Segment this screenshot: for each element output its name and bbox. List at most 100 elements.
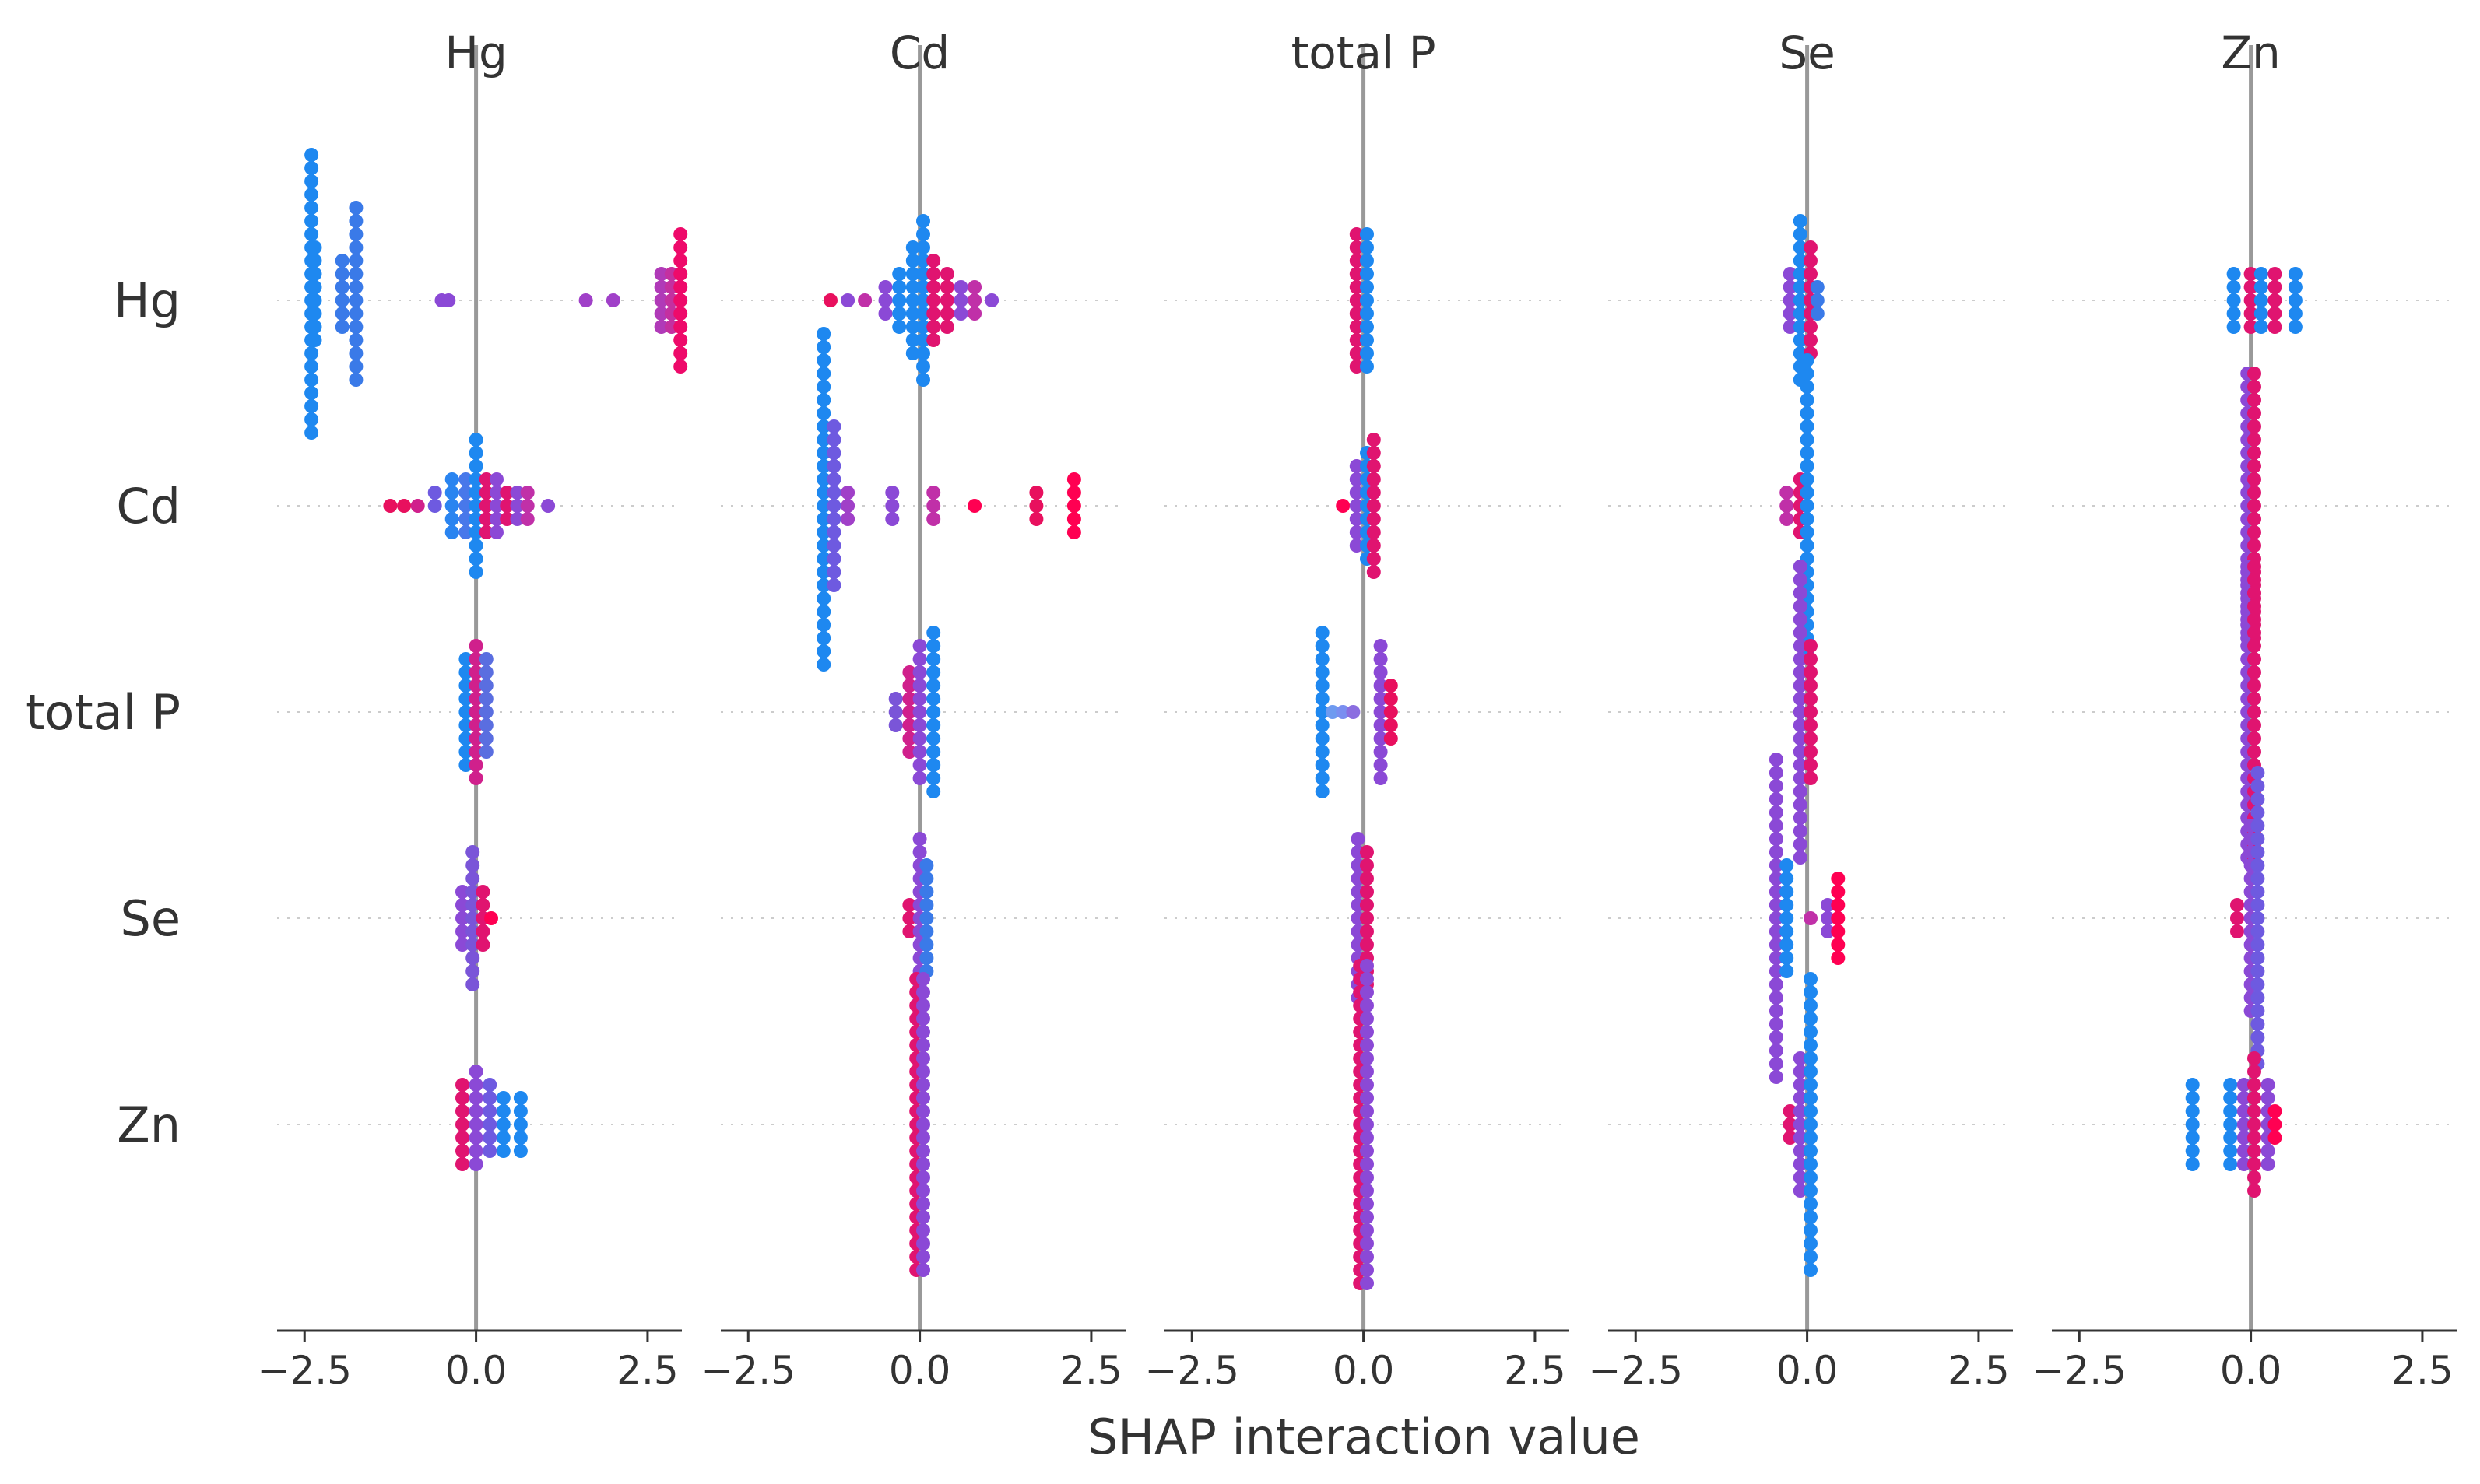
point-se-zn-2-8 (1804, 1170, 1818, 1184)
point-zn-cd-1-3 (2247, 472, 2261, 486)
point-hg-total-p-1-0 (469, 705, 483, 719)
point-hg-cd-7-3 (479, 472, 494, 486)
point-hg-total-p-1-2 (469, 718, 483, 732)
point-hg-total-p-0-8 (458, 758, 473, 772)
point-cd-hg-5-8 (905, 346, 920, 360)
point-cd-cd-4-0 (926, 499, 941, 513)
point-se-zn-2-5 (1804, 1078, 1818, 1092)
point-se-hg-0-4 (1783, 320, 1797, 334)
point-hg-zn-2-0 (483, 1117, 497, 1131)
point-se-hg-2-5 (1804, 254, 1818, 268)
point-hg-hg-0-15 (304, 188, 319, 202)
point-se-zn-2-17 (1804, 998, 1818, 1012)
point-hg-cd-4-3 (444, 472, 459, 486)
point-se-zn-1-6 (1793, 1157, 1807, 1171)
point-hg-se-1-5 (465, 872, 480, 886)
point-total-p-cd-3-9 (1366, 433, 1381, 447)
point-se-se-0-17 (1769, 792, 1783, 806)
point-total-p-zn-1-3 (1360, 1091, 1374, 1105)
column-title-cd: Cd (890, 26, 950, 79)
point-hg-zn-4-2 (513, 1131, 528, 1145)
point-hg-cd-0-0 (383, 499, 398, 513)
point-cd-cd-0-9 (817, 433, 831, 447)
point-se-cd-2-13 (1800, 406, 1814, 420)
point-hg-cd-9-2 (500, 512, 515, 526)
point-cd-se-2-3 (919, 885, 934, 899)
point-total-p-total-p-5-4 (1383, 731, 1398, 746)
point-zn-zn-1-4 (2223, 1144, 2238, 1158)
point-zn-total-p-1-6 (2247, 745, 2261, 759)
point-hg-cd-8-0 (490, 499, 504, 513)
point-se-hg-1-5 (1793, 254, 1807, 268)
point-se-cd-2-5 (1800, 459, 1814, 473)
point-hg-hg-10-10 (673, 360, 688, 374)
point-hg-hg-10-9 (673, 227, 688, 241)
point-hg-hg-2-0 (335, 293, 350, 307)
point-cd-hg-4-0 (892, 293, 907, 307)
point-se-zn-1-4 (1793, 1144, 1807, 1158)
point-hg-hg-10-4 (673, 320, 688, 334)
point-zn-total-p-1-7 (2247, 652, 2261, 666)
point-cd-hg-6-3 (916, 267, 930, 281)
x-tick-label-total-p-0: −2.5 (1145, 1348, 1239, 1393)
point-zn-cd-1-1 (2247, 486, 2261, 500)
point-se-total-p-0-7 (1793, 652, 1807, 666)
point-se-cd-2-3 (1800, 472, 1814, 486)
point-cd-zn-1-19 (916, 985, 930, 999)
point-zn-se-2-14 (2250, 1004, 2265, 1018)
column-title-total-p: total P (1291, 26, 1436, 79)
point-se-zn-2-11 (1804, 1038, 1818, 1052)
point-se-total-p-0-16 (1793, 811, 1807, 825)
point-se-cd-0-2 (1779, 512, 1794, 526)
point-hg-cd-12-0 (541, 499, 556, 513)
point-cd-cd-1-0 (827, 499, 841, 513)
point-hg-cd-5-1 (458, 486, 473, 500)
point-hg-cd-5-0 (458, 499, 473, 513)
point-zn-zn-3-2 (2247, 1131, 2261, 1145)
axes-layer (277, 1329, 2457, 1342)
point-hg-hg-1-0 (307, 293, 322, 307)
x-tick-label-total-p-1: 0.0 (1333, 1348, 1395, 1393)
x-tick-label-hg-2: 2.5 (616, 1348, 679, 1393)
point-total-p-se-1-2 (1360, 924, 1374, 938)
point-zn-se-2-10 (2250, 977, 2265, 991)
point-hg-hg-0-20 (304, 426, 319, 440)
point-se-total-p-0-4 (1793, 731, 1807, 746)
point-se-total-p-1-8 (1804, 758, 1818, 772)
point-se-se-4-0 (1831, 911, 1846, 925)
point-total-p-hg-1-10 (1360, 360, 1374, 374)
point-cd-cd-2-1 (841, 486, 855, 500)
point-hg-se-0-3 (455, 885, 469, 899)
point-zn-se-2-4 (2250, 938, 2265, 952)
point-total-p-cd-3-3 (1366, 472, 1381, 486)
point-se-cd-0-0 (1779, 499, 1794, 513)
point-zn-zn-1-2 (2223, 1131, 2238, 1145)
point-total-p-hg-1-5 (1360, 254, 1374, 268)
point-cd-cd-1-11 (827, 419, 841, 433)
point-cd-cd-1-12 (827, 578, 841, 592)
point-zn-hg-2-2 (2253, 307, 2268, 321)
point-zn-hg-1-1 (2243, 280, 2258, 294)
point-se-cd-2-11 (1800, 419, 1814, 433)
point-hg-zn-1-2 (469, 1131, 483, 1145)
x-tick-label-cd-0: −2.5 (701, 1348, 796, 1393)
point-se-hg-1-6 (1793, 333, 1807, 347)
point-cd-zn-1-13 (916, 1025, 930, 1039)
point-hg-total-p-2-7 (479, 652, 494, 666)
point-cd-total-p-3-11 (926, 626, 941, 640)
point-se-zn-0-2 (1783, 1131, 1797, 1145)
point-se-zn-2-16 (1804, 1223, 1818, 1237)
point-zn-zn-0-4 (2185, 1144, 2200, 1158)
point-cd-zn-1-22 (916, 1263, 930, 1277)
point-se-se-0-4 (1769, 938, 1783, 952)
point-hg-hg-0-16 (304, 399, 319, 413)
point-zn-se-2-11 (2250, 832, 2265, 846)
point-se-cd-2-15 (1800, 393, 1814, 407)
point-zn-zn-4-6 (2260, 1157, 2275, 1171)
point-hg-hg-1-7 (307, 240, 322, 254)
point-hg-zn-4-3 (513, 1091, 528, 1105)
point-cd-cd-1-7 (827, 446, 841, 460)
point-hg-zn-1-6 (469, 1157, 483, 1171)
point-total-p-total-p-0-5 (1315, 665, 1330, 679)
point-cd-cd-7-1 (1066, 486, 1081, 500)
